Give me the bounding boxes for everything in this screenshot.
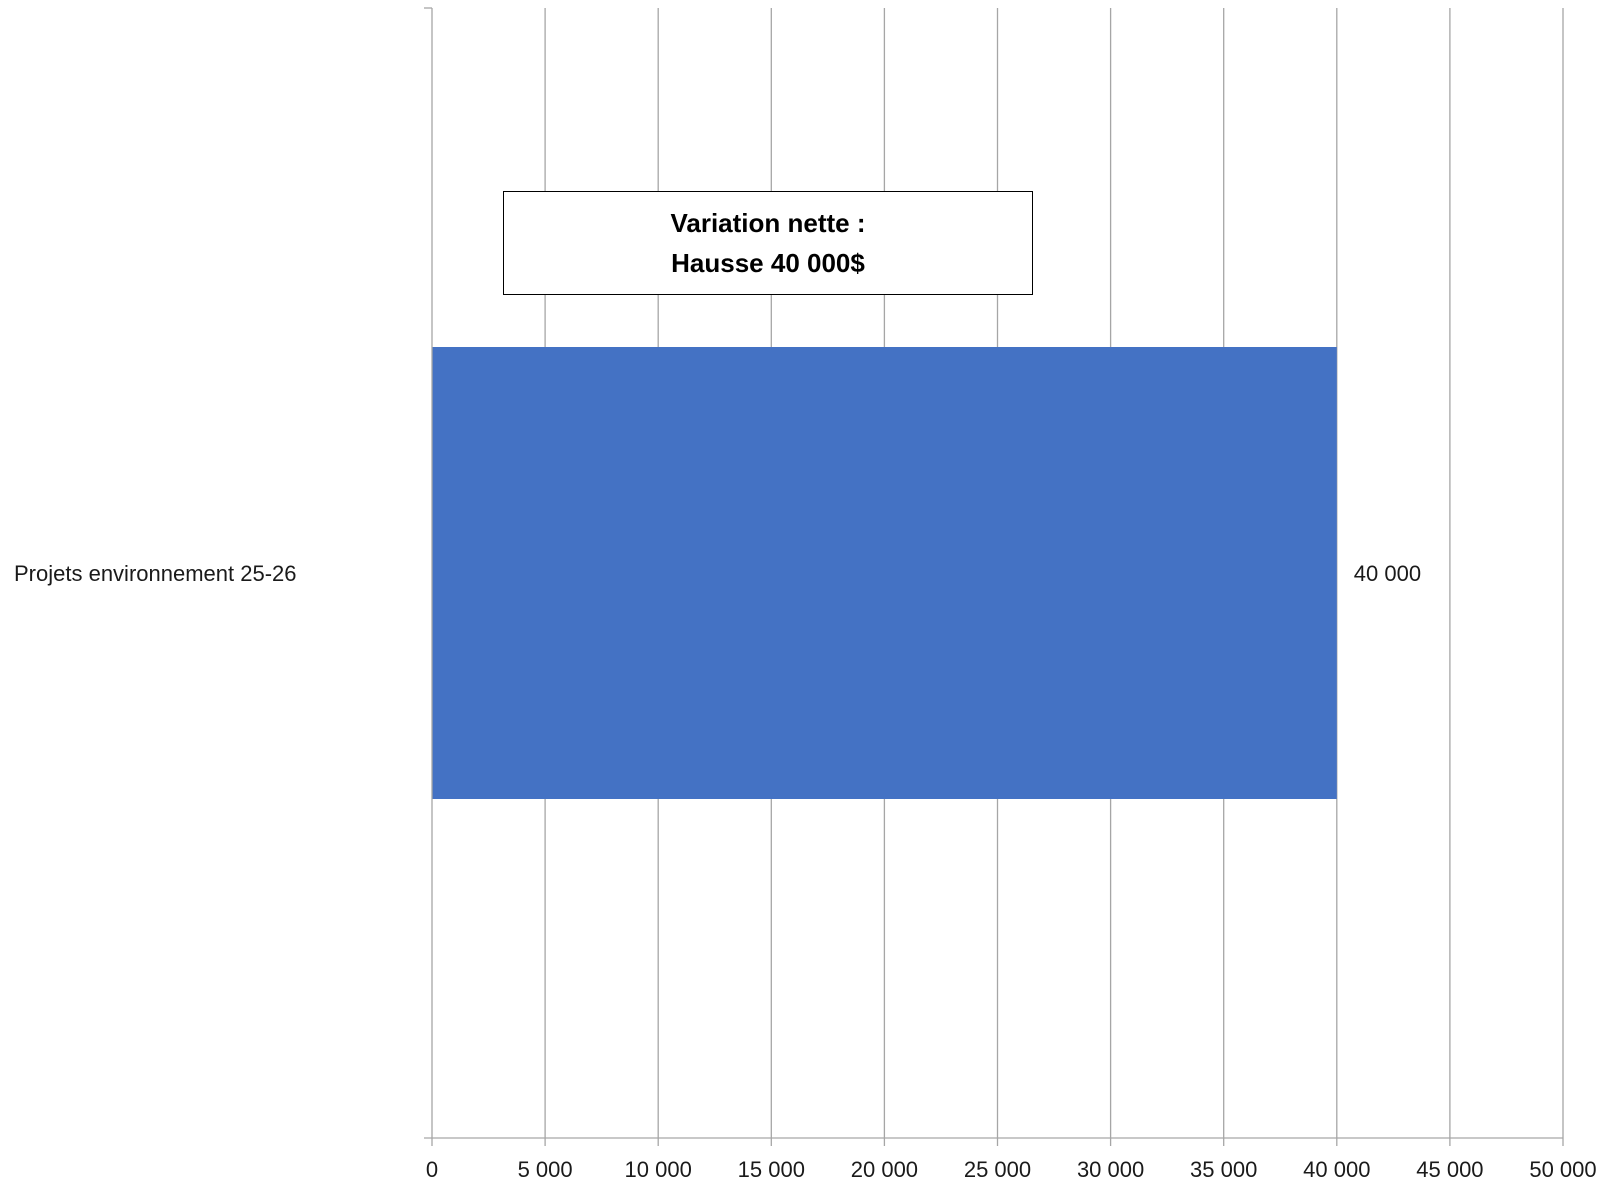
annotation-box: Variation nette : Hausse 40 000$ xyxy=(503,191,1033,295)
category-label: Projets environnement 25-26 xyxy=(14,561,297,586)
x-tick-label: 50 000 xyxy=(1529,1157,1596,1182)
x-tick-label: 40 000 xyxy=(1303,1157,1370,1182)
x-tick-label: 45 000 xyxy=(1416,1157,1483,1182)
x-tick-label: 15 000 xyxy=(738,1157,805,1182)
annotation-line-2: Hausse 40 000$ xyxy=(671,248,865,278)
x-tick-label: 30 000 xyxy=(1077,1157,1144,1182)
x-tick-label: 5 000 xyxy=(518,1157,573,1182)
labels: 40 000 Projets environnement 25-26 0 5 000 1… xyxy=(14,561,1597,1182)
bars xyxy=(432,347,1337,799)
annotation-line-1: Variation nette : xyxy=(670,208,866,238)
x-axis xyxy=(424,7,1564,1146)
x-tick-label: 20 000 xyxy=(851,1157,918,1182)
bar xyxy=(432,347,1337,799)
data-label: 40 000 xyxy=(1354,561,1421,586)
x-tick-label: 0 xyxy=(426,1157,438,1182)
x-tick-label: 25 000 xyxy=(964,1157,1031,1182)
x-tick-label: 35 000 xyxy=(1190,1157,1257,1182)
x-tick-label: 10 000 xyxy=(625,1157,692,1182)
